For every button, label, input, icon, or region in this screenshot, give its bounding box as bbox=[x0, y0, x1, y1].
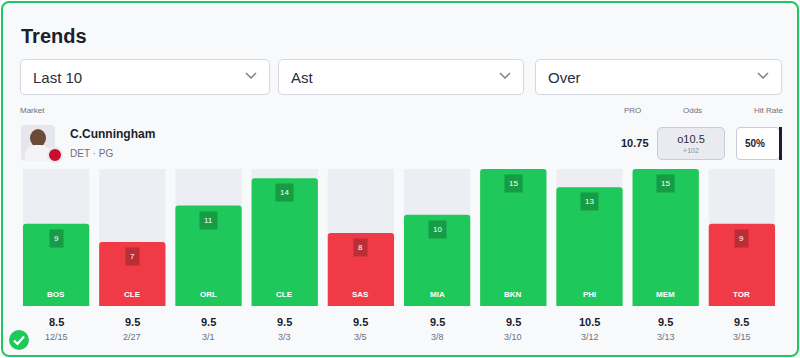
svg-text:3/13: 3/13 bbox=[657, 332, 675, 342]
svg-text:BOS: BOS bbox=[47, 290, 65, 299]
svg-text:9.5: 9.5 bbox=[201, 316, 216, 328]
svg-text:9.5: 9.5 bbox=[658, 316, 673, 328]
svg-text:MIA: MIA bbox=[430, 290, 445, 299]
svg-text:3/10: 3/10 bbox=[504, 332, 522, 342]
svg-text:3/5: 3/5 bbox=[354, 332, 367, 342]
html-text:+102: +102 bbox=[683, 147, 699, 154]
svg-text:TOR: TOR bbox=[733, 290, 750, 299]
html-text:Hit Rate: Hit Rate bbox=[754, 106, 783, 115]
svg-text:PHI: PHI bbox=[583, 290, 596, 299]
svg-text:13: 13 bbox=[585, 197, 594, 206]
svg-text:11: 11 bbox=[204, 216, 213, 225]
svg-text:CLE: CLE bbox=[124, 290, 141, 299]
html-text:Market: Market bbox=[20, 106, 45, 115]
svg-text:3/8: 3/8 bbox=[431, 332, 444, 342]
html-text:C.Cunningham: C.Cunningham bbox=[70, 127, 156, 141]
svg-text:3/3: 3/3 bbox=[278, 332, 291, 342]
svg-text:10.5: 10.5 bbox=[579, 316, 600, 328]
svg-text:2/27: 2/27 bbox=[123, 332, 141, 342]
svg-text:BKN: BKN bbox=[504, 290, 522, 299]
svg-text:ORL: ORL bbox=[200, 290, 217, 299]
svg-text:3/12: 3/12 bbox=[581, 332, 599, 342]
html-text:o10.5: o10.5 bbox=[677, 133, 705, 145]
html-text:Ast: Ast bbox=[291, 69, 313, 86]
html-text:DET · PG: DET · PG bbox=[70, 148, 114, 159]
html-text:Trends: Trends bbox=[21, 25, 87, 47]
html-text:Over: Over bbox=[548, 69, 581, 86]
svg-text:7: 7 bbox=[130, 252, 135, 261]
svg-text:9.5: 9.5 bbox=[125, 316, 140, 328]
svg-text:14: 14 bbox=[280, 188, 289, 197]
svg-text:SAS: SAS bbox=[352, 290, 369, 299]
html-text:Odds: Odds bbox=[683, 106, 703, 115]
svg-text:8.5: 8.5 bbox=[49, 316, 64, 328]
html-text:10.75: 10.75 bbox=[621, 137, 649, 149]
svg-text:9: 9 bbox=[54, 234, 59, 243]
svg-text:12/15: 12/15 bbox=[45, 332, 68, 342]
svg-text:10: 10 bbox=[433, 225, 442, 234]
svg-text:9.5: 9.5 bbox=[277, 316, 292, 328]
html-text:50%: 50% bbox=[745, 138, 765, 149]
svg-text:8: 8 bbox=[358, 243, 363, 252]
svg-text:9.5: 9.5 bbox=[353, 316, 368, 328]
svg-text:3/1: 3/1 bbox=[202, 332, 215, 342]
svg-text:9.5: 9.5 bbox=[734, 316, 749, 328]
svg-text:9.5: 9.5 bbox=[430, 316, 445, 328]
svg-text:3/15: 3/15 bbox=[733, 332, 751, 342]
html-text:Last 10: Last 10 bbox=[33, 69, 83, 86]
svg-text:15: 15 bbox=[509, 179, 518, 188]
svg-text:CLE: CLE bbox=[276, 290, 293, 299]
svg-text:MEM: MEM bbox=[656, 290, 675, 299]
html-text:PRO: PRO bbox=[624, 106, 642, 115]
svg-text:9.5: 9.5 bbox=[506, 316, 521, 328]
svg-text:15: 15 bbox=[661, 179, 670, 188]
svg-text:9: 9 bbox=[739, 234, 744, 243]
